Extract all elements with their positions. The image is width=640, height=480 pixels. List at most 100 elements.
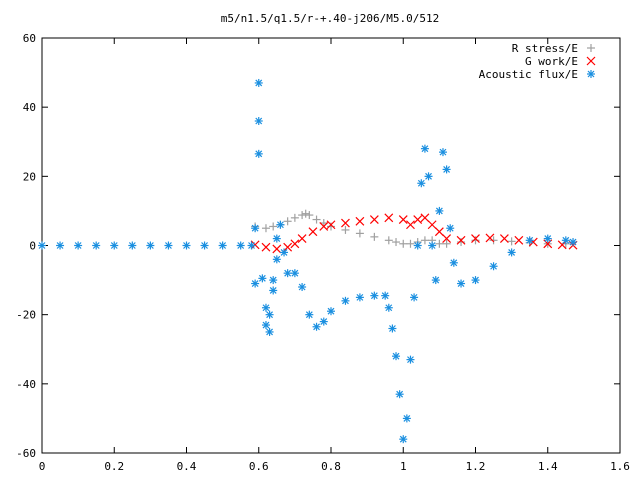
data-point — [381, 291, 390, 300]
data-point — [499, 234, 509, 244]
data-point — [272, 244, 282, 254]
data-point — [442, 165, 451, 174]
data-marks — [38, 78, 578, 444]
data-point — [250, 240, 260, 250]
data-point — [236, 241, 245, 250]
data-point — [406, 355, 415, 364]
y-tick-label: -20 — [16, 309, 36, 322]
data-point — [431, 276, 440, 285]
data-point — [427, 220, 437, 230]
data-point — [420, 213, 430, 223]
data-point — [258, 274, 267, 283]
data-point — [399, 239, 408, 248]
data-point — [327, 307, 335, 316]
data-point — [218, 241, 227, 250]
data-point — [327, 222, 335, 231]
data-point — [406, 220, 415, 230]
y-tick-label: 0 — [29, 240, 36, 253]
data-point — [261, 303, 270, 312]
data-point — [74, 241, 83, 250]
data-point — [355, 229, 364, 238]
data-point — [312, 322, 321, 331]
data-point — [341, 218, 350, 228]
legend-marker — [587, 70, 595, 78]
x-tick-label: 1.2 — [466, 460, 486, 473]
data-point — [261, 321, 270, 330]
series-2 — [38, 78, 578, 444]
y-tick-label: 40 — [23, 101, 36, 114]
data-point — [435, 206, 444, 215]
x-tick-label: 0.4 — [177, 460, 197, 473]
data-point — [305, 211, 314, 220]
data-point — [417, 179, 426, 188]
data-point — [251, 224, 260, 233]
data-point — [283, 269, 292, 278]
data-point — [471, 234, 480, 244]
y-tick-label: -40 — [16, 378, 36, 391]
legend-marker — [586, 56, 596, 66]
data-point — [146, 241, 155, 250]
data-point — [265, 310, 274, 319]
data-point — [420, 144, 429, 153]
legend-label: R stress/E — [512, 42, 578, 55]
data-point — [319, 222, 329, 231]
data-point — [410, 293, 419, 302]
series-1 — [250, 213, 578, 254]
data-point — [428, 241, 437, 250]
data-point — [413, 215, 423, 224]
data-point — [413, 241, 422, 250]
data-point — [514, 235, 524, 245]
data-point — [297, 234, 307, 244]
data-point — [420, 236, 429, 245]
data-point — [251, 279, 260, 288]
data-point — [507, 248, 516, 257]
y-tick-label: -60 — [16, 447, 36, 460]
data-point — [164, 241, 173, 250]
data-point — [110, 241, 119, 250]
data-point — [402, 414, 411, 423]
legend-marker — [587, 44, 595, 52]
data-point — [308, 227, 318, 237]
data-point — [435, 239, 444, 248]
x-tick-label: 1.6 — [610, 460, 630, 473]
data-point — [424, 172, 433, 181]
x-tick-label: 1.4 — [538, 460, 558, 473]
data-point — [312, 215, 321, 224]
legend-label: Acoustic flux/E — [479, 68, 578, 81]
data-point — [261, 224, 270, 233]
data-point — [341, 225, 350, 234]
data-point — [247, 241, 256, 250]
data-point — [265, 327, 274, 336]
axis-ticks: 0 0.2 0.4 0.6 0.8 1 1.2 1.4 1.6 60 40 20 0 -20 -40 -60 — [16, 32, 630, 473]
legend-label: G work/E — [525, 55, 578, 68]
data-point — [290, 239, 300, 249]
data-point — [283, 217, 292, 226]
data-point — [305, 310, 314, 319]
data-point — [471, 276, 480, 285]
data-point — [561, 236, 570, 245]
data-point — [56, 241, 65, 250]
data-point — [392, 352, 401, 361]
data-point — [269, 286, 278, 295]
data-point — [457, 279, 466, 288]
y-tick-label: 60 — [23, 32, 36, 45]
data-point — [269, 222, 278, 231]
data-point — [557, 240, 567, 250]
data-point — [341, 296, 350, 305]
data-point — [384, 213, 394, 223]
data-point — [446, 224, 455, 233]
data-point — [370, 232, 379, 241]
x-tick-label: 1 — [400, 460, 407, 473]
data-point — [388, 324, 397, 333]
data-point — [449, 258, 458, 267]
data-point — [569, 238, 578, 247]
data-point — [485, 233, 495, 243]
data-point — [272, 255, 281, 264]
x-tick-label: 0.8 — [321, 460, 341, 473]
data-point — [456, 235, 466, 245]
data-point — [319, 317, 328, 326]
data-point — [438, 148, 447, 157]
data-point — [38, 241, 46, 250]
